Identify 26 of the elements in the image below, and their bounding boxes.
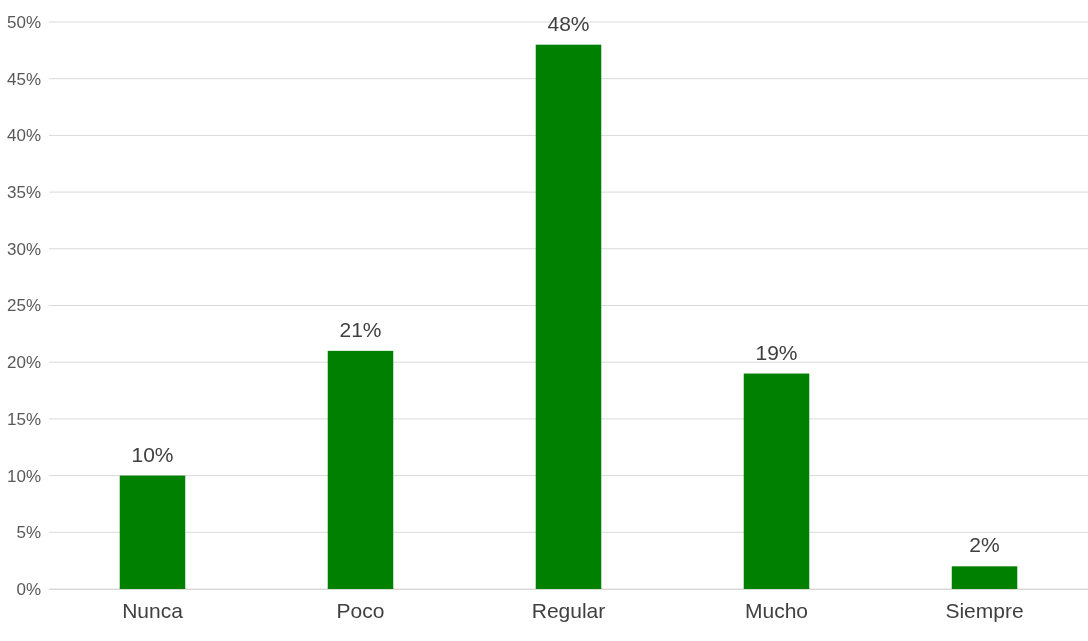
y-tick-label: 40% xyxy=(6,126,41,146)
data-label: 21% xyxy=(339,317,382,341)
y-tick-label: 10% xyxy=(6,466,41,486)
data-label: 10% xyxy=(131,442,174,466)
x-tick-label: Siempre xyxy=(945,598,1024,622)
bar xyxy=(327,350,394,589)
y-tick-label: 50% xyxy=(6,12,41,32)
data-label: 19% xyxy=(755,340,798,364)
y-tick-label: 30% xyxy=(6,239,41,259)
x-tick-label: Poco xyxy=(336,598,385,622)
y-tick-label: 20% xyxy=(6,353,41,373)
y-tick-label: 45% xyxy=(6,69,41,89)
bar xyxy=(951,566,1018,589)
x-tick-label: Mucho xyxy=(744,598,809,622)
x-tick-label: Nunca xyxy=(122,598,184,622)
data-label: 48% xyxy=(547,11,590,35)
y-tick-label: 5% xyxy=(16,523,41,543)
data-label: 2% xyxy=(969,533,1000,557)
bar xyxy=(119,475,186,589)
bar xyxy=(743,373,810,589)
x-tick-label: Regular xyxy=(531,598,606,622)
y-tick-label: 15% xyxy=(6,409,41,429)
y-tick-label: 25% xyxy=(6,296,41,316)
y-tick-label: 35% xyxy=(6,183,41,203)
y-tick-label: 0% xyxy=(16,579,41,599)
bar xyxy=(535,44,602,589)
